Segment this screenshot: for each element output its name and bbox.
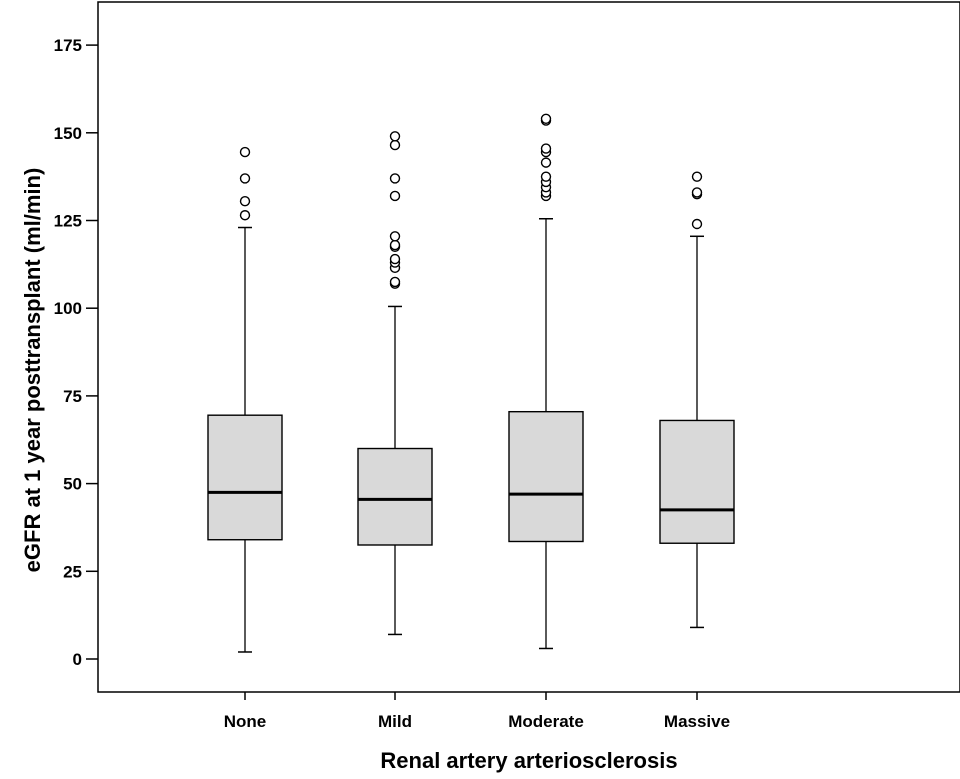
- outlier-point: [540, 143, 552, 154]
- x-tick-label: Massive: [664, 712, 730, 731]
- outlier-point: [540, 171, 552, 182]
- boxes-layer: [207, 113, 735, 653]
- y-tick-label: 25: [63, 562, 82, 581]
- iqr-box: [508, 410, 584, 543]
- outlier-point: [389, 190, 401, 202]
- iqr-box: [659, 419, 735, 544]
- x-tick-label: Mild: [378, 712, 412, 731]
- outlier-point: [239, 210, 251, 221]
- box-mild: [357, 131, 433, 636]
- box-massive: [659, 171, 735, 629]
- outlier-point: [389, 173, 401, 184]
- iqr-box: [207, 414, 283, 541]
- y-tick-label: 125: [54, 212, 82, 231]
- outlier-point: [389, 131, 401, 142]
- y-axis-title: eGFR at 1 year posttransplant (ml/min): [20, 168, 45, 573]
- box-none: [207, 146, 283, 653]
- outlier-point: [691, 218, 703, 230]
- outlier-point: [389, 276, 401, 288]
- y-tick-label: 175: [54, 36, 82, 55]
- box-moderate: [508, 113, 584, 650]
- y-tick-label: 0: [73, 650, 82, 669]
- outlier-point: [239, 173, 251, 184]
- outlier-point: [540, 113, 552, 124]
- outlier-point: [540, 157, 552, 168]
- outlier-point: [239, 196, 251, 207]
- outlier-point: [691, 187, 703, 198]
- y-tick-label: 150: [54, 124, 82, 143]
- plot-frame: [97, 1, 960, 693]
- x-tick-label: Moderate: [508, 712, 584, 731]
- outlier-point: [691, 171, 703, 182]
- y-tick-label: 50: [63, 475, 82, 494]
- outlier-point: [389, 239, 401, 251]
- y-axis: 0 25 50 75 100 125 150 175: [54, 36, 98, 669]
- outlier-point: [389, 139, 401, 151]
- outlier-point: [389, 231, 401, 242]
- x-axis-title: Renal artery arteriosclerosis: [380, 748, 677, 773]
- outlier-point: [239, 146, 251, 158]
- y-tick-label: 100: [54, 299, 82, 318]
- y-tick-label: 75: [63, 387, 82, 406]
- outlier-point: [389, 253, 401, 265]
- x-axis: None Mild Moderate Massive: [224, 692, 730, 731]
- iqr-box: [357, 447, 433, 546]
- x-tick-label: None: [224, 712, 267, 731]
